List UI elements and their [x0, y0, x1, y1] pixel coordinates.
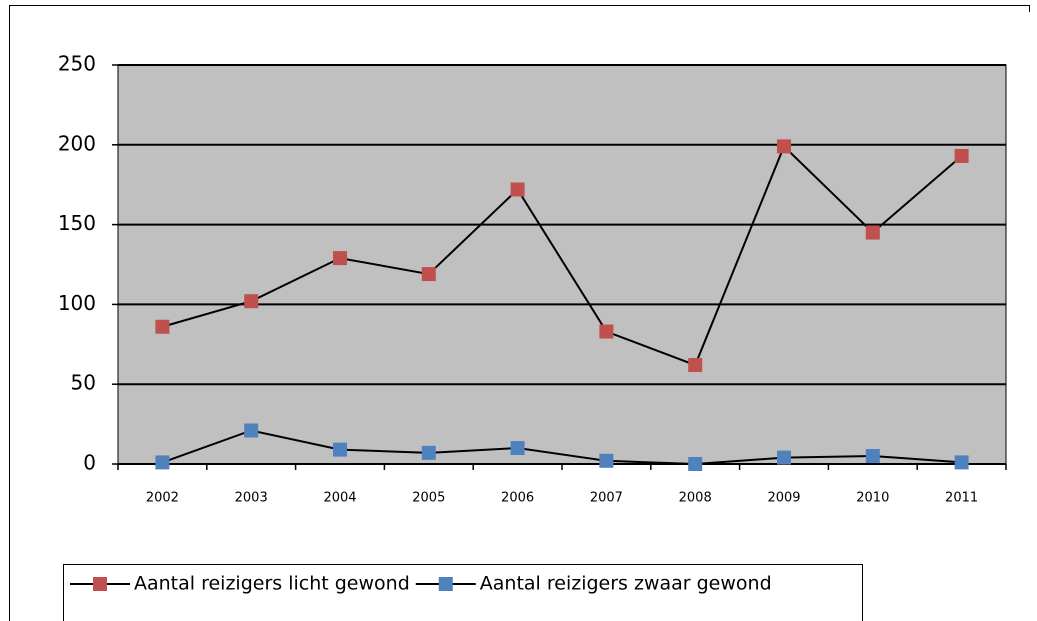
data-point [954, 455, 969, 470]
y-tick-label: 100 [58, 291, 96, 315]
data-point [244, 294, 259, 309]
data-point [155, 319, 170, 334]
data-point [333, 442, 347, 457]
data-point [510, 441, 525, 456]
y-tick-label: 50 [71, 371, 96, 395]
data-point [421, 445, 436, 460]
x-tick-label: 2005 [412, 491, 445, 506]
y-tick-label: 0 [83, 451, 96, 475]
x-tick-label: 2007 [590, 491, 623, 506]
x-tick-label: 2011 [945, 491, 978, 506]
data-point [777, 139, 791, 154]
legend-box [63, 564, 863, 621]
series-line [162, 144, 963, 367]
data-point [333, 251, 347, 266]
data-point [599, 453, 614, 468]
data-point [155, 455, 170, 470]
x-tick-label: 2006 [501, 491, 534, 506]
data-point [599, 324, 614, 339]
data-point [865, 449, 880, 464]
data-point [244, 423, 259, 438]
x-tick-label: 2010 [856, 491, 889, 506]
legend-marker [93, 577, 107, 591]
y-tick-label: 250 [58, 52, 96, 76]
x-tick-label: 2003 [235, 491, 268, 506]
legend-label: Aantal reizigers licht gewond [134, 573, 410, 595]
y-tick-label: 200 [58, 131, 96, 155]
data-point [510, 182, 525, 197]
plot-background [117, 64, 1007, 465]
data-point [865, 225, 880, 240]
legend-label: Aantal reizigers zwaar gewond [480, 573, 772, 595]
x-tick-label: 2009 [767, 491, 800, 506]
data-point [421, 267, 436, 282]
data-point [688, 457, 703, 471]
x-tick-label: 2004 [323, 491, 356, 506]
legend-marker [438, 577, 453, 591]
y-tick-label: 150 [58, 211, 96, 235]
data-point [954, 148, 969, 163]
data-point [777, 450, 791, 465]
x-tick-label: 2008 [679, 491, 712, 506]
x-tick-label: 2002 [146, 491, 179, 506]
series-line [162, 429, 962, 466]
data-point [688, 358, 703, 373]
